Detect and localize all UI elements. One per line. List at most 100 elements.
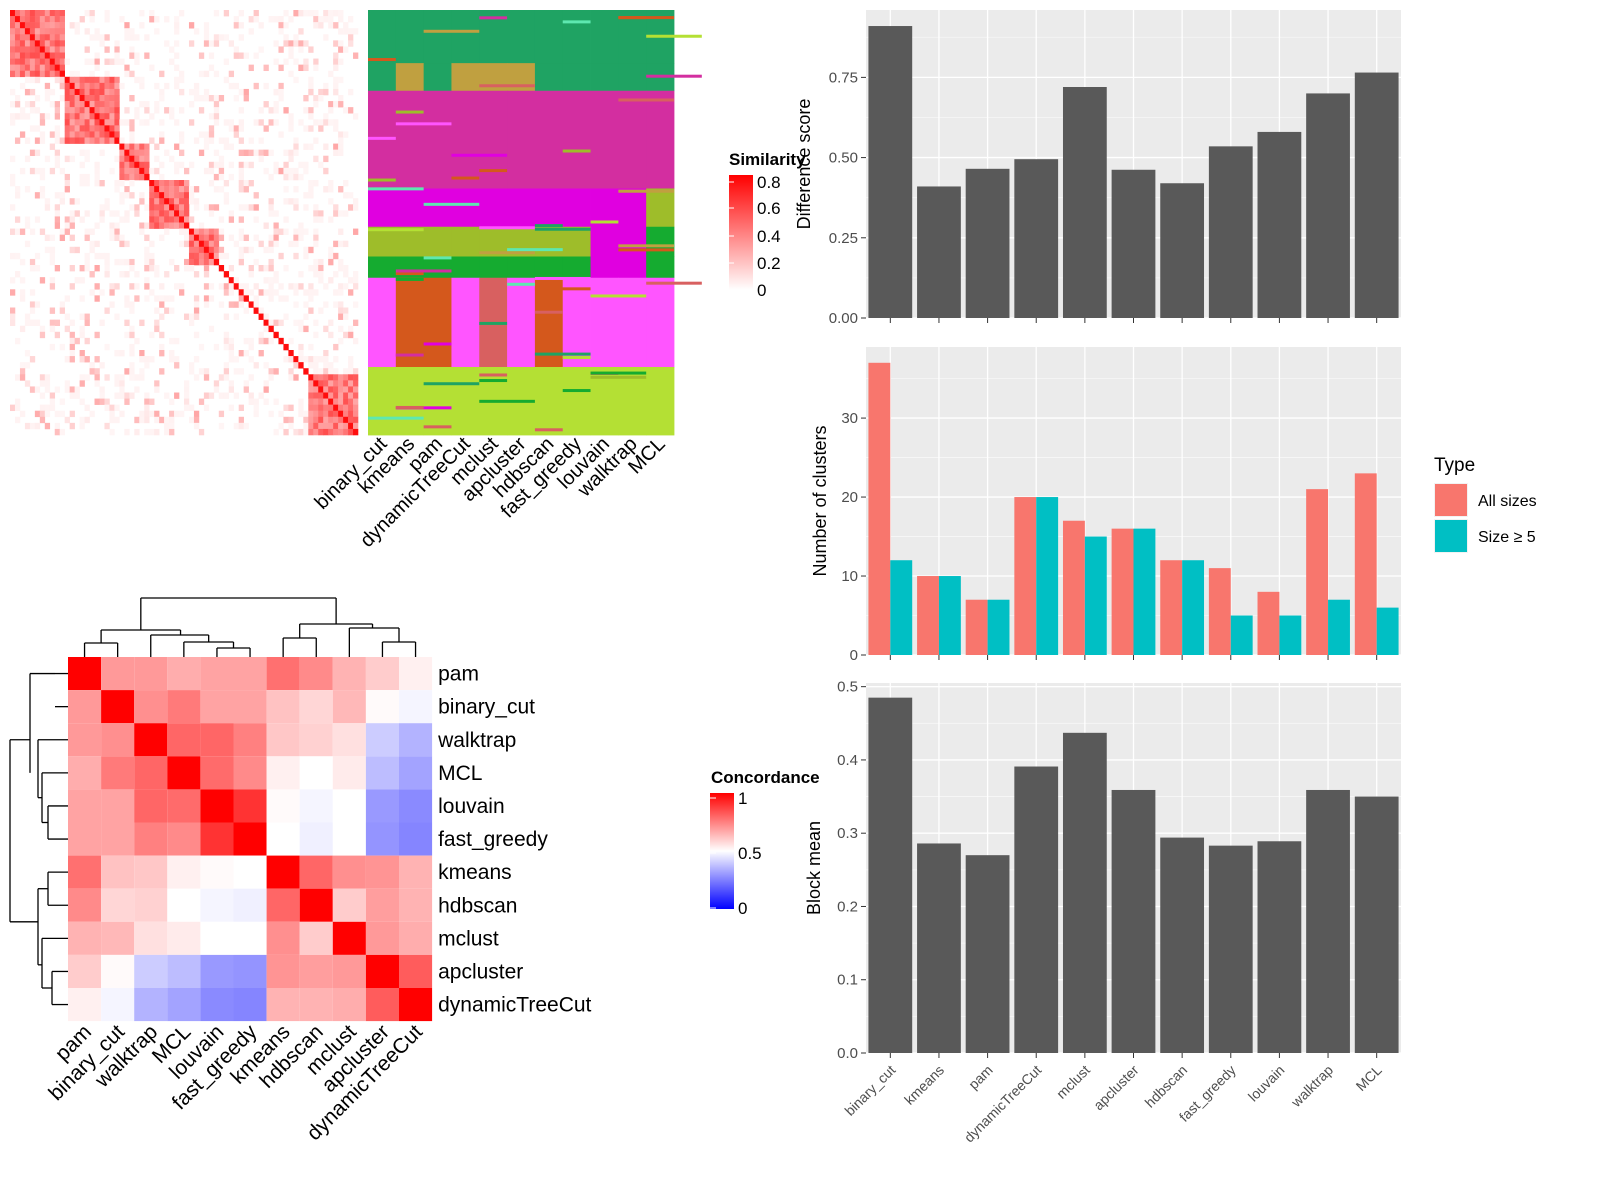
similarity-cell (29, 386, 36, 393)
similarity-cell (308, 246, 314, 254)
similarity-cell (253, 362, 259, 369)
similarity-cell (253, 149, 259, 157)
similarity-cell (54, 386, 61, 393)
similarity-cell (54, 70, 61, 78)
similarity-cell (233, 301, 239, 308)
assignment-cell (368, 58, 396, 62)
similarity-cell (24, 350, 31, 357)
similarity-cell (283, 356, 289, 363)
similarity-cell (238, 125, 244, 132)
similarity-cell (69, 76, 75, 84)
concordance-cell (68, 723, 102, 757)
bar (1208, 845, 1253, 1053)
similarity-cell (144, 234, 150, 242)
similarity-cell (64, 216, 70, 223)
similarity-cell (169, 350, 175, 357)
similarity-cell (323, 374, 329, 381)
similarity-cell (218, 228, 225, 235)
similarity-cell (213, 228, 220, 235)
similarity-cell (84, 125, 90, 132)
similarity-cell (228, 82, 235, 90)
similarity-cell (64, 137, 70, 144)
assignment-cell (423, 188, 452, 228)
similarity-cell (203, 70, 210, 78)
similarity-cell (114, 374, 120, 381)
concordance-cell (68, 888, 102, 922)
similarity-cell (203, 28, 210, 35)
similarity-cell (149, 192, 155, 199)
similarity-cell (248, 265, 254, 272)
similarity-cell (243, 88, 249, 96)
concordance-cell (266, 789, 300, 823)
similarity-cell (144, 107, 150, 114)
assignment-cell (618, 188, 647, 228)
similarity-cell (94, 173, 100, 181)
similarity-cell (253, 204, 259, 211)
assignment-cell (562, 210, 591, 214)
similarity-cell (69, 119, 75, 126)
assignment-cell (618, 248, 674, 252)
similarity-cell (114, 137, 120, 144)
similarity-cell (154, 101, 160, 108)
similarity-cell (114, 107, 120, 114)
similarity-cell (348, 325, 354, 333)
similarity-cell (44, 40, 51, 47)
concordance-cell (200, 888, 234, 922)
similarity-cell (109, 210, 115, 217)
similarity-cell (243, 380, 249, 387)
similarity-cell (84, 234, 90, 242)
concordance-cell (332, 954, 366, 988)
similarity-cell (298, 64, 304, 72)
similarity-cell (258, 119, 264, 126)
similarity-cell (333, 392, 339, 399)
similarity-cell (104, 204, 110, 211)
assignment-cell (646, 90, 675, 189)
similarity-cell (318, 95, 324, 102)
similarity-cell (184, 186, 190, 193)
assignment-cell (590, 277, 619, 368)
assignment-cell (590, 371, 647, 375)
similarity-cell (154, 192, 160, 199)
similarity-cell (208, 234, 215, 242)
similarity-cell (218, 216, 225, 223)
similarity-cell (188, 368, 195, 375)
similarity-cell (188, 22, 195, 29)
similarity-cell (139, 76, 145, 84)
similarity-cell (353, 198, 359, 205)
similarity-cell (328, 380, 334, 387)
similarity-cell (99, 392, 105, 399)
concordance-cell (365, 657, 399, 691)
assignment-cell (451, 188, 480, 228)
similarity-cell (179, 10, 185, 17)
y-tick-label: 0.1 (837, 972, 858, 989)
similarity-cell (144, 356, 150, 363)
concordance-cell (299, 954, 333, 988)
similarity-cell (313, 234, 319, 242)
assignment-cell (479, 169, 508, 173)
similarity-cell (243, 204, 249, 211)
similarity-cell (283, 107, 289, 114)
similarity-cell (10, 40, 16, 47)
similarity-cell (24, 22, 31, 29)
similarity-cell (353, 404, 359, 412)
similarity-cell (179, 410, 185, 418)
similarity-cell (243, 149, 249, 157)
similarity-cell (109, 228, 115, 235)
similarity-cell (49, 325, 56, 333)
similarity-cell (14, 113, 21, 120)
similarity-cell (179, 210, 185, 217)
concordance-cell (399, 756, 433, 790)
similarity-cell (29, 107, 36, 114)
similarity-cell (288, 125, 294, 132)
similarity-cell (278, 95, 284, 102)
similarity-cell (313, 210, 319, 217)
bar (1160, 837, 1205, 1053)
assignment-cell (451, 63, 480, 92)
similarity-cell (149, 265, 155, 272)
similarity-cell (134, 155, 140, 163)
similarity-cell (313, 155, 319, 163)
similarity-cell (34, 301, 41, 308)
similarity-cell (109, 58, 115, 65)
assignment-cell (479, 188, 508, 228)
similarity-cell (333, 301, 339, 308)
